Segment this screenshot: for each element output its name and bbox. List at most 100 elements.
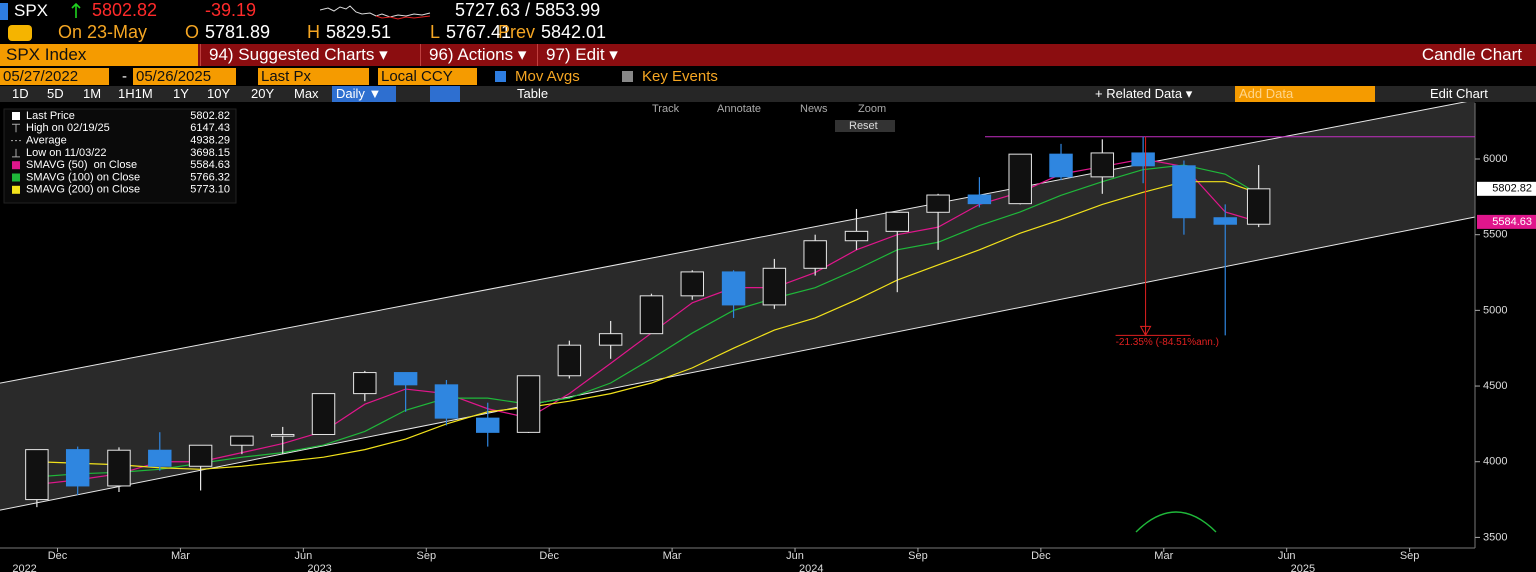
menu[interactable]: 97) Edit ▾ <box>537 44 626 66</box>
chart: 3500 4000 4500 5000 5500 6000 Dec Mar Jun Sep Dec M… <box>0 102 1536 572</box>
up-arrow <box>71 3 81 18</box>
legend-label: Low on 11/03/22 <box>26 147 107 159</box>
add-data[interactable]: Add Data <box>1235 86 1375 102</box>
x-tick-label: Jun <box>294 550 312 562</box>
y-tick-label: 5500 <box>1483 229 1507 241</box>
period-button[interactable]: 10Y <box>207 86 231 101</box>
x-tick-label: Sep <box>416 550 436 562</box>
legend-value: 5584.63 <box>190 159 230 171</box>
period-button[interactable]: 1D <box>12 86 29 101</box>
period-button[interactable]: 1M <box>83 86 102 101</box>
last-price: 5802.82 <box>92 0 158 20</box>
x-tick-label: Jun <box>1278 550 1296 562</box>
quote-label: Prev <box>498 22 536 42</box>
candle-body <box>680 271 704 297</box>
legend-value: 5773.10 <box>190 184 230 196</box>
period-button[interactable]: 1H1M <box>118 86 153 101</box>
legend-label: High on 02/19/25 <box>26 122 110 134</box>
ohlc: O 5781.89 H 5829.51 L 5767.41 Prev 5842.01 <box>0 22 700 44</box>
candle-body <box>230 435 254 446</box>
day-range: 5727.63 / 5853.99 <box>455 0 601 20</box>
chart-tool[interactable]: News <box>800 103 828 115</box>
candle-body <box>516 375 541 433</box>
price-tag-label: 5584.63 <box>1492 216 1532 228</box>
decoration-arc <box>1135 511 1217 533</box>
y-tick-label: 6000 <box>1483 153 1507 165</box>
option[interactable]: Mov Avgs <box>515 68 580 85</box>
x-tick-label: Mar <box>1154 550 1173 562</box>
edit-chart[interactable]: Edit Chart <box>1430 86 1488 101</box>
period-button[interactable]: 20Y <box>251 86 275 101</box>
channel-line <box>0 216 1476 511</box>
security-tab[interactable]: SPX Index <box>0 44 198 66</box>
candle-body <box>353 372 377 395</box>
legend-label: Last Price <box>26 110 75 122</box>
legend-value: 3698.15 <box>190 147 230 159</box>
candle-body <box>844 230 869 242</box>
sparkline <box>320 5 431 20</box>
quote-icon <box>8 25 32 41</box>
candle-body <box>65 449 90 487</box>
start-date[interactable]: 05/27/2022 <box>0 68 109 85</box>
period-button[interactable]: Max <box>294 86 319 101</box>
legend-label: SMAVG (50) on Close <box>26 159 137 171</box>
menu[interactable]: 96) Actions ▾ <box>420 44 534 66</box>
x-tick-label: Sep <box>1400 550 1420 562</box>
ticker: SPX <box>14 1 49 20</box>
table-button[interactable]: Table <box>517 86 549 101</box>
candle-body <box>25 449 49 501</box>
quote-label: O <box>185 22 200 42</box>
x-tick-label: Dec <box>48 550 68 562</box>
end-date[interactable]: 05/26/2025 <box>133 68 236 85</box>
legend-label: Average <box>26 135 67 147</box>
quote-label: H <box>307 22 320 42</box>
currency[interactable]: Local CCY <box>378 68 477 85</box>
change: -39.19 <box>205 0 257 20</box>
year-label: 2024 <box>799 563 823 572</box>
moving-average <box>36 164 1259 478</box>
checkbox[interactable] <box>622 71 633 82</box>
candle-body <box>270 433 295 437</box>
candle-body <box>721 271 746 306</box>
candle-body <box>1008 153 1032 205</box>
legend-label: SMAVG (200) on Close <box>26 184 140 196</box>
periods: 1D 5D 1M 1H1M 1Y 10Y 20Y Max Daily ▼ Table + Relat… <box>0 86 1536 102</box>
period-button[interactable]: 1Y <box>173 86 189 101</box>
view-name: Candle Chart <box>1421 45 1522 64</box>
quote-value: 5829.51 <box>326 22 392 42</box>
channel-line <box>0 102 1468 384</box>
icon-button[interactable] <box>430 86 460 102</box>
quote-label: L <box>430 22 441 42</box>
quote-value: 5781.89 <box>205 22 271 42</box>
option[interactable]: Key Events <box>642 68 718 85</box>
candle-body <box>476 417 500 433</box>
candle-body <box>311 393 336 435</box>
candle-body <box>926 194 950 213</box>
quote-value: 5767.41 <box>446 22 512 42</box>
candle-body <box>803 240 827 269</box>
menu[interactable]: 94) Suggested Charts ▾ <box>200 44 396 66</box>
period-button[interactable]: 5D <box>47 86 64 101</box>
price-tag <box>1477 181 1536 196</box>
candle-body <box>1049 153 1073 178</box>
field[interactable]: Last Px <box>258 68 369 85</box>
legend-icon <box>12 112 20 120</box>
chart-tool[interactable]: Annotate <box>717 103 762 115</box>
drawdown-arrow <box>1139 325 1152 337</box>
candle-body <box>148 449 172 467</box>
tab-bar <box>0 44 1536 66</box>
checkbox[interactable] <box>495 71 506 82</box>
reset-button[interactable]: Reset <box>835 120 895 132</box>
candle-body <box>393 372 418 386</box>
regression-channel <box>0 102 1475 511</box>
ticker-marker <box>0 3 8 20</box>
chart-tool[interactable]: Zoom <box>858 103 887 115</box>
related-data[interactable]: + Related Data ▾ <box>1095 86 1193 101</box>
x-tick-label: Jun <box>786 550 804 562</box>
frequency[interactable]: Daily ▼ <box>332 86 396 102</box>
candle-body <box>1131 152 1155 167</box>
candle-body <box>434 384 459 419</box>
chart-tool[interactable]: Track <box>652 103 680 115</box>
legend-label: SMAVG (100) on Close <box>26 171 140 183</box>
